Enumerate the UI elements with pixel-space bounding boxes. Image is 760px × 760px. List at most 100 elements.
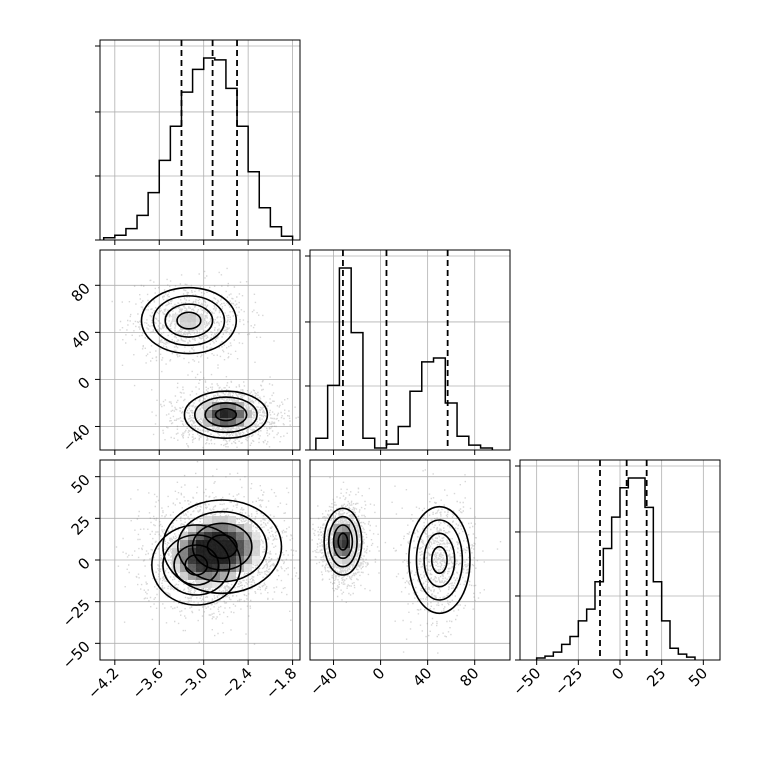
density-cell [244, 556, 252, 564]
density-cell [212, 580, 220, 588]
pair-panel-0-1 [95, 249, 301, 455]
density-cell [236, 548, 244, 556]
density-cell [212, 556, 220, 564]
density-cell [204, 548, 212, 556]
contour-line [423, 532, 456, 588]
y-tick-label: 25 [68, 512, 94, 538]
density-cell [196, 572, 204, 580]
x-tick-label: 25 [643, 664, 669, 690]
density-cell [204, 524, 212, 532]
y-tick-label: −50 [59, 637, 94, 672]
panel-frame [309, 459, 511, 661]
x-tick-label: −1.8 [262, 664, 300, 702]
pair-plot-area [100, 250, 300, 450]
density-cell [180, 572, 188, 580]
density-cell [212, 548, 220, 556]
density-cell [244, 524, 252, 532]
hist-panel-0 [95, 39, 301, 245]
panel-frame [99, 39, 301, 241]
density-cell [220, 556, 228, 564]
density-cell [172, 548, 180, 556]
density-cell [180, 314, 188, 322]
density-cell [212, 564, 220, 572]
density-cell [350, 532, 358, 540]
contour-line [164, 303, 214, 338]
density-cell [212, 402, 220, 410]
hist-panel-1 [305, 249, 511, 455]
scatter-points [111, 267, 299, 450]
contour-line [176, 510, 268, 583]
pair-panel-1-2 [309, 459, 511, 665]
density-cell [244, 418, 252, 426]
density-cell [204, 516, 212, 524]
contour-line [408, 505, 471, 615]
density-cell [212, 572, 220, 580]
density-cell [342, 556, 350, 564]
contour-line [430, 545, 448, 575]
density-cell [228, 532, 236, 540]
density-cell [196, 322, 204, 330]
x-tick-label: −4.2 [84, 664, 122, 702]
contour-line [176, 311, 202, 330]
density-cell [204, 572, 212, 580]
x-tick-label: −3.0 [173, 664, 211, 702]
density-cell [252, 540, 260, 548]
y-tick-label: −40 [59, 421, 94, 456]
density-cell [180, 532, 188, 540]
histogram-step [102, 57, 294, 240]
density-cell [204, 556, 212, 564]
density-cell [220, 532, 228, 540]
contour-line [323, 507, 363, 576]
density-cell [196, 556, 204, 564]
pair-panel-0-2 [95, 459, 301, 665]
histogram-step [315, 267, 494, 450]
contour-line [328, 515, 358, 568]
density-cell [172, 556, 180, 564]
density-cell [244, 540, 252, 548]
density-cell [244, 548, 252, 556]
density-cell [188, 572, 196, 580]
density-cell [228, 524, 236, 532]
density-cell [236, 410, 244, 418]
x-tick-label: −40 [306, 664, 341, 699]
density-cell [228, 418, 236, 426]
density-cell [342, 524, 350, 532]
contour-line [173, 544, 220, 586]
density-cell [180, 540, 188, 548]
density-cell [172, 314, 180, 322]
density-cell [196, 540, 204, 548]
x-tick-label: −2.4 [217, 664, 255, 702]
density-cell [196, 532, 204, 540]
density-cell [188, 556, 196, 564]
y-tick-label: 80 [68, 279, 94, 305]
density-cell [196, 548, 204, 556]
density-cell [228, 572, 236, 580]
density-cell [334, 532, 342, 540]
density-cell [228, 556, 236, 564]
density-cell [220, 548, 228, 556]
y-tick-label: 40 [68, 326, 94, 352]
contour-line [204, 402, 248, 428]
y-tick-label: −25 [59, 596, 94, 631]
density-cell [236, 540, 244, 548]
density-cell [228, 516, 236, 524]
density-cell [180, 556, 188, 564]
pair-plot-area [100, 460, 300, 660]
x-tick-label: 50 [685, 664, 711, 690]
density-cell [244, 410, 252, 418]
density-cell [342, 548, 350, 556]
x-tick-label: 40 [409, 664, 435, 690]
y-tick-label: 0 [74, 554, 93, 573]
contour-line [162, 499, 283, 595]
density-cell [252, 548, 260, 556]
contour-line [184, 554, 209, 576]
contour-line [140, 286, 238, 355]
density-cell [180, 564, 188, 572]
x-tick-label: −50 [509, 664, 544, 699]
density-cell [188, 322, 196, 330]
density-cell [172, 540, 180, 548]
density-cell [196, 564, 204, 572]
density-cell [350, 540, 358, 548]
density-cell [244, 564, 252, 572]
